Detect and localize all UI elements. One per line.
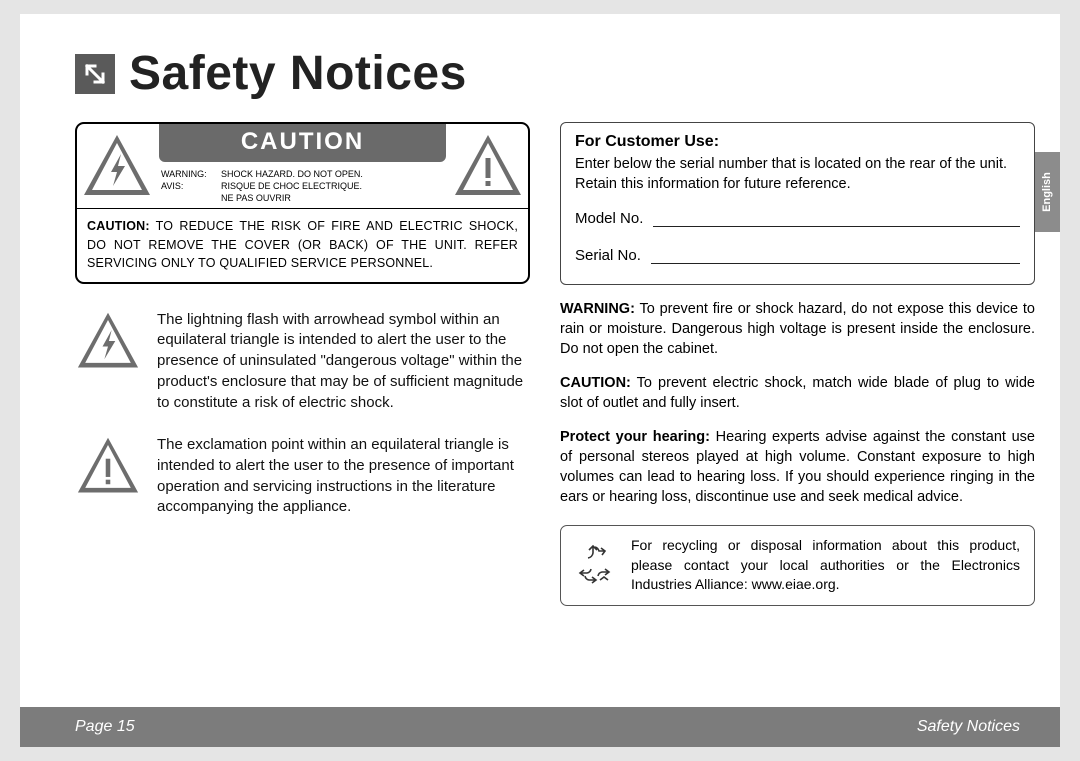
caution-paragraph: CAUTION: To prevent electric shock, matc… — [560, 373, 1035, 413]
exclaim-triangle-icon — [75, 435, 141, 497]
p2-text: To prevent electric shock, match wide bl… — [560, 375, 1035, 411]
language-tab: English — [1034, 152, 1060, 232]
warning-paragraph: WARNING: To prevent fire or shock hazard… — [560, 299, 1035, 359]
exclaim-triangle-icon — [448, 124, 528, 208]
caution-banner: CAUTION — [159, 124, 446, 162]
p3-bold: Protect your hearing: — [560, 429, 710, 445]
serial-row: Serial No. — [575, 247, 1020, 264]
model-row: Model No. — [575, 210, 1020, 227]
explain-lightning-text: The lightning flash with arrowhead symbo… — [157, 310, 530, 413]
document-page: Safety Notices English CAUTION — [20, 14, 1060, 747]
page-title: Safety Notices — [129, 46, 467, 101]
customer-desc: Enter below the serial number that is lo… — [575, 155, 1020, 194]
caution-box: CAUTION WARNING: SHOCK HAZARD. DO NOT OP… — [75, 122, 530, 284]
recycle-box: For recycling or disposal information ab… — [560, 525, 1035, 606]
warn-fr-text1: RISQUE DE CHOC ELECTRIQUE. — [221, 180, 362, 192]
explain-lightning: The lightning flash with arrowhead symbo… — [75, 310, 530, 413]
section-arrow-icon — [75, 54, 115, 94]
model-label: Model No. — [575, 210, 643, 227]
recycle-icon — [575, 542, 617, 589]
warn-en-text: SHOCK HAZARD. DO NOT OPEN. — [221, 168, 363, 180]
page-header: Safety Notices — [75, 46, 467, 101]
caution-body: CAUTION: TO REDUCE THE RISK OF FIRE AND … — [77, 208, 528, 281]
caution-body-text: TO REDUCE THE RISK OF FIRE AND ELECTRIC … — [87, 219, 518, 269]
p1-bold: WARNING: — [560, 301, 635, 317]
caution-mid: CAUTION WARNING: SHOCK HAZARD. DO NOT OP… — [157, 124, 448, 208]
right-column: For Customer Use: Enter below the serial… — [560, 122, 1035, 606]
explain-exclaim: The exclamation point within an equilate… — [75, 435, 530, 518]
left-column: CAUTION WARNING: SHOCK HAZARD. DO NOT OP… — [75, 122, 530, 606]
warn-fr-text2: NE PAS OUVRIR — [221, 192, 291, 204]
language-label: English — [1041, 172, 1053, 212]
customer-use-box: For Customer Use: Enter below the serial… — [560, 122, 1035, 285]
customer-heading: For Customer Use: — [575, 133, 1020, 151]
footer-page: Page 15 — [75, 718, 135, 736]
recycle-text: For recycling or disposal information ab… — [631, 536, 1020, 595]
warn-en-label: WARNING: — [161, 168, 213, 180]
caution-body-bold: CAUTION: — [87, 219, 150, 233]
symbol-explanations: The lightning flash with arrowhead symbo… — [75, 310, 530, 518]
explain-exclaim-text: The exclamation point within an equilate… — [157, 435, 530, 518]
footer-section: Safety Notices — [917, 718, 1020, 736]
caution-top-row: CAUTION WARNING: SHOCK HAZARD. DO NOT OP… — [77, 124, 528, 208]
p2-bold: CAUTION: — [560, 375, 631, 391]
hearing-paragraph: Protect your hearing: Hearing experts ad… — [560, 427, 1035, 507]
model-line — [653, 213, 1020, 227]
content-columns: CAUTION WARNING: SHOCK HAZARD. DO NOT OP… — [75, 122, 1035, 606]
lightning-triangle-icon — [75, 310, 141, 372]
caution-bilingual: WARNING: SHOCK HAZARD. DO NOT OPEN. AVIS… — [157, 162, 448, 208]
warn-fr-label: AVIS: — [161, 180, 213, 192]
serial-label: Serial No. — [575, 247, 641, 264]
serial-line — [651, 250, 1020, 264]
lightning-triangle-icon — [77, 124, 157, 208]
page-footer: Page 15 Safety Notices — [20, 707, 1060, 747]
